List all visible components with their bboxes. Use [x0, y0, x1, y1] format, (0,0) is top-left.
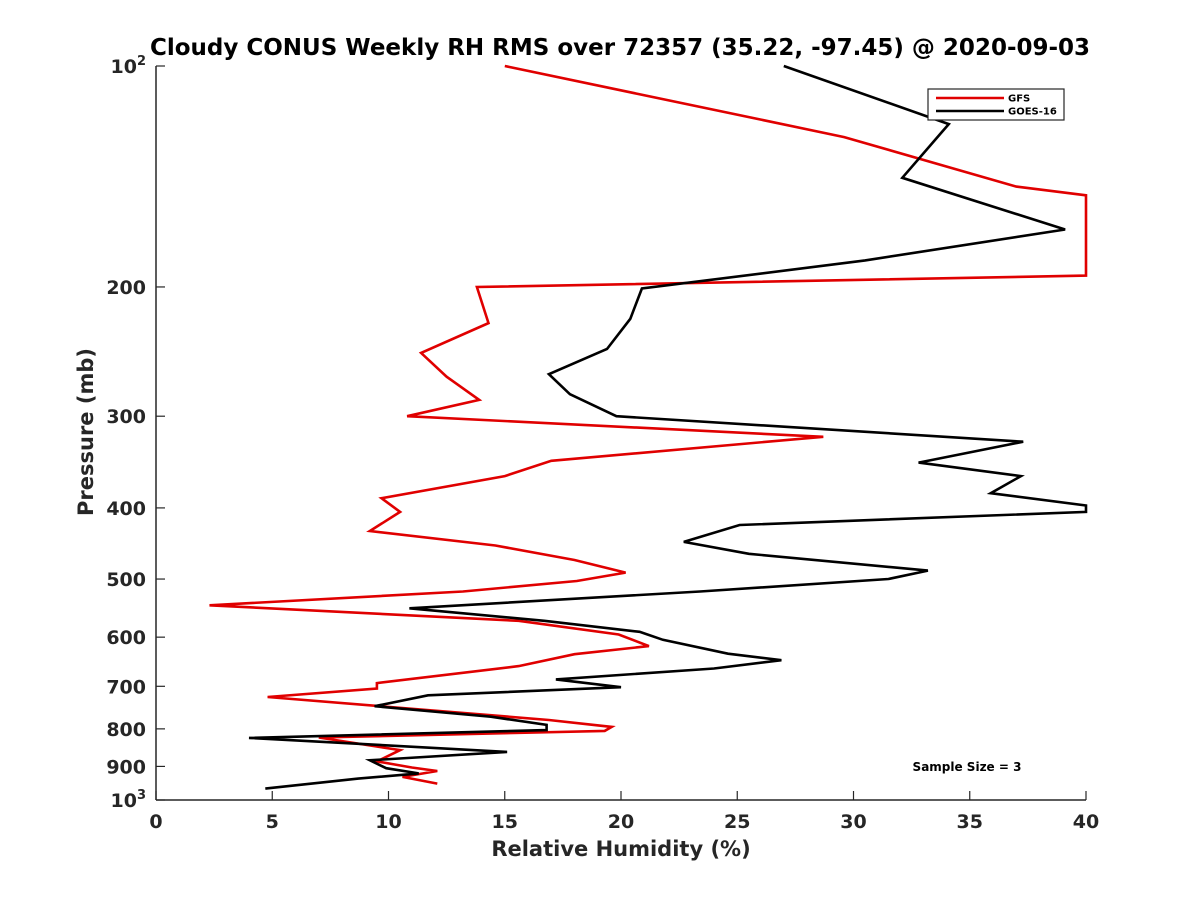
y-tick-label: 103 [111, 788, 147, 812]
x-tick-label: 25 [724, 811, 750, 833]
x-tick-label: 20 [608, 811, 634, 833]
y-tick-label: 102 [111, 54, 147, 78]
plot-lines [209, 64, 1088, 790]
series-line-goes-16 [248, 64, 1088, 790]
y-tick-label: 200 [106, 277, 146, 299]
sample-size-annotation: Sample Size = 3 [913, 760, 1022, 774]
legend-entry-label: GOES-16 [1008, 107, 1057, 118]
y-tick-label: 900 [106, 756, 146, 778]
x-tick-label: 30 [840, 811, 866, 833]
axes: 0 5 10 15 20 25 30 35 40 102 200 300 400 500 600 700 800… [106, 54, 1099, 833]
x-tick-label: 35 [957, 811, 983, 833]
y-tick-label: 500 [106, 569, 146, 591]
series-line-gfs [209, 64, 1088, 785]
y-tick-label: 600 [106, 627, 146, 649]
chart-title: Cloudy CONUS Weekly RH RMS over 72357 (3… [150, 35, 1090, 61]
y-axis-label: Pressure (mb) [74, 348, 98, 516]
y-tick-label: 700 [106, 676, 146, 698]
y-tick-label: 400 [106, 498, 146, 520]
x-tick-label: 5 [266, 811, 279, 833]
legend: GFS GOES-16 [927, 88, 1065, 121]
y-tick-label: 800 [106, 719, 146, 741]
legend-box [927, 88, 1065, 121]
x-tick-label: 0 [149, 811, 162, 833]
legend-entry-label: GFS [1008, 94, 1030, 105]
x-tick-label: 40 [1073, 811, 1099, 833]
x-tick-label: 10 [375, 811, 401, 833]
x-axis-label: Relative Humidity (%) [491, 837, 750, 861]
x-tick-label: 15 [492, 811, 518, 833]
y-tick-label: 300 [106, 406, 146, 428]
